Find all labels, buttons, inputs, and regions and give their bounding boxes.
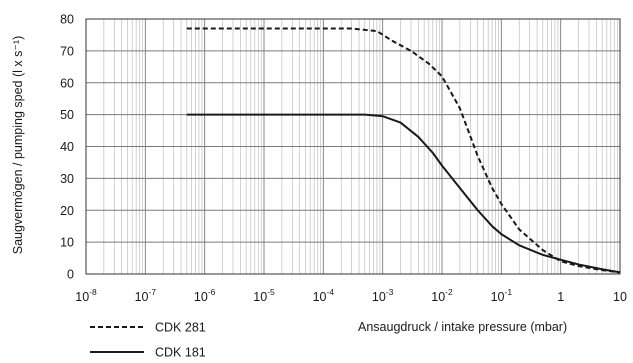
x-tick-label: 10-4 [313,287,335,304]
x-tick-label: 10-8 [75,287,97,304]
y-tick-label: 30 [60,172,74,186]
x-tick-label: 10-1 [491,287,513,304]
y-tick-label: 0 [67,268,74,282]
y-axis-label: Saugvermögen / pumping sped (l x s⁻¹) [11,36,25,255]
y-tick-label: 50 [60,108,74,122]
y-tick-labels: 0 10 20 30 40 50 60 70 80 [60,13,74,282]
x-tick-label: 10-2 [431,287,453,304]
y-tick-label: 40 [60,140,74,154]
grid-major [85,18,621,275]
x-tick-label: 10 [613,290,627,304]
series-line-cdk-181 [186,113,621,274]
x-axis-label: Ansaugdruck / intake pressure (mbar) [358,320,567,334]
legend-label: CDK 281 [155,321,206,335]
y-tick-label: 70 [60,44,74,58]
y-tick-label: 60 [60,76,74,90]
x-tick-label: 1 [557,290,564,304]
y-tick-label: 20 [60,204,74,218]
y-tick-label: 80 [60,13,74,27]
x-tick-labels: 10-8 10-7 10-6 10-5 10-4 10-3 10-2 10-1 1 10 [75,287,627,304]
legend-label: CDK 181 [155,346,206,360]
x-tick-label: 10-5 [253,287,275,304]
plot-frame [85,18,621,275]
y-tick-label: 10 [60,236,74,250]
legend: CDK 281 CDK 181 [90,321,206,360]
x-tick-label: 10-6 [194,287,216,304]
series-layer [186,27,621,274]
x-tick-label: 10-7 [135,287,157,304]
x-tick-label: 10-3 [372,287,394,304]
